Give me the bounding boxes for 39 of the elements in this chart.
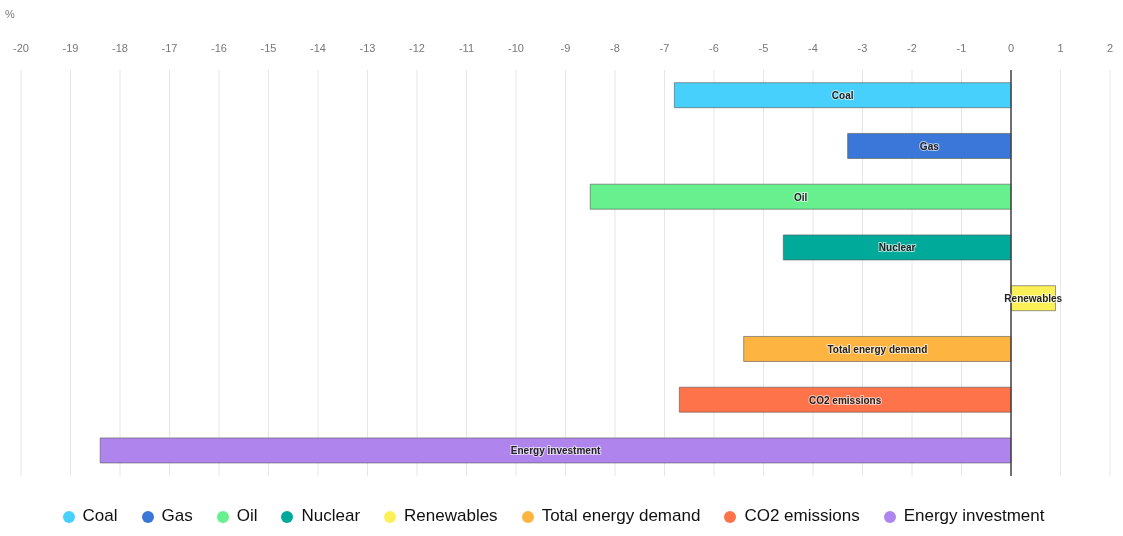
x-tick-label: 0 (1007, 42, 1015, 54)
x-axis-title: % (5, 8, 15, 20)
text: Coal (831, 90, 854, 102)
x-tick-label: -3 (857, 42, 868, 54)
text: CO2 emissions (809, 394, 882, 406)
x-tick-label: -6 (709, 42, 719, 54)
legend-label: Nuclear (301, 506, 361, 525)
x-tick-label: -5 (758, 42, 769, 54)
x-tick-label: -9 (560, 42, 571, 54)
x-tick-label: -13 (359, 42, 376, 54)
x-tick-label: -18 (112, 42, 128, 54)
x-tick-label: 2 (1106, 42, 1114, 54)
text: Oil (793, 191, 808, 203)
x-tick-label: 1 (1057, 42, 1064, 54)
x-tick-label: -4 (808, 42, 818, 54)
x-tick-label: -17 (161, 42, 178, 54)
x-tick-label: -11 (458, 42, 475, 54)
text: Gas (919, 140, 939, 152)
x-tick-label: -19 (62, 42, 79, 54)
legend-label: Renewables (404, 506, 498, 525)
text: Energy investment (510, 445, 601, 457)
x-tick-label: -14 (310, 42, 326, 54)
x-tick-label: -8 (610, 42, 620, 54)
legend-label: Oil (236, 506, 258, 525)
legend-label: Gas (161, 506, 193, 525)
x-tick-label: -16 (211, 42, 227, 54)
legend-label: Coal (82, 506, 118, 525)
x-tick-label: -20 (13, 42, 29, 54)
x-tick-label: -15 (260, 42, 277, 54)
x-tick-label: -7 (659, 42, 670, 54)
x-tick-label: -2 (907, 42, 917, 54)
text: Nuclear (878, 242, 916, 254)
text: Total energy demand (827, 343, 928, 355)
legend-label: CO2 emissions (744, 506, 860, 525)
x-tick-label: -12 (409, 42, 425, 54)
x-tick-label: -1 (956, 42, 967, 54)
legend-label: Total energy demand (541, 506, 701, 525)
legend-label: Energy investment (903, 506, 1045, 525)
x-tick-label: -10 (508, 42, 524, 54)
